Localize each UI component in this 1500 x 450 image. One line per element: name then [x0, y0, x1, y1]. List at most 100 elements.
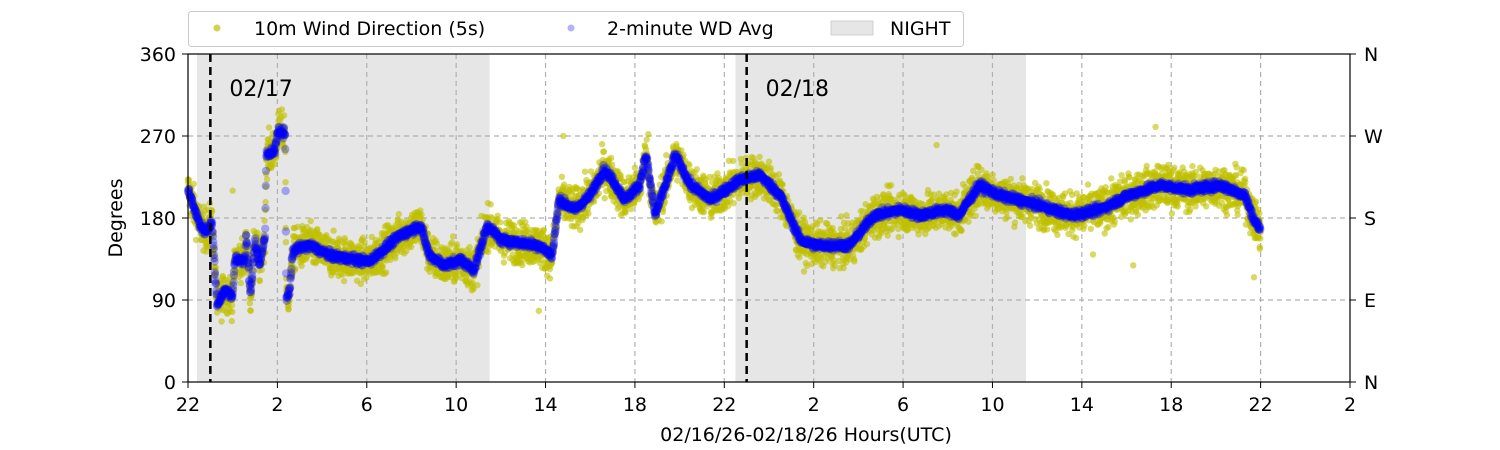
- wd5s-point: [250, 266, 257, 274]
- wd5s-point: [395, 210, 402, 218]
- wd5s-point: [581, 168, 589, 175]
- wd5s-point: [598, 140, 606, 148]
- wd5s-point: [247, 307, 254, 314]
- wd5s-point: [262, 198, 269, 206]
- wd5s-point: [989, 171, 996, 178]
- wd5s-point: [453, 241, 461, 248]
- wd5s-point: [203, 248, 210, 255]
- wd5s-point: [191, 192, 198, 200]
- wd5s-point: [863, 240, 871, 248]
- wd5s-point: [228, 317, 235, 325]
- legend-marker-avg: [567, 24, 575, 32]
- wd5s-point: [796, 254, 803, 261]
- wd5s-point: [800, 268, 808, 275]
- wd5s-point: [218, 318, 225, 325]
- wd5s-point: [558, 173, 566, 180]
- wd5s-point: [211, 245, 218, 252]
- wd5s-point: [230, 274, 238, 282]
- wd5s-point: [1026, 222, 1034, 229]
- wd5s-point: [838, 213, 845, 220]
- wd5s-point: [392, 255, 399, 262]
- wd5s-point: [497, 219, 504, 226]
- wd5s-point: [540, 226, 547, 233]
- grid: [188, 54, 1350, 382]
- wd5s-point: [817, 217, 824, 224]
- wd5s-point: [245, 270, 252, 278]
- wd5s-point: [796, 209, 803, 216]
- wd5s-point: [658, 218, 665, 225]
- wd5s-point: [1081, 222, 1088, 229]
- wd5s-point: [600, 148, 608, 155]
- wd5s-point: [249, 278, 256, 285]
- wd5s-point: [487, 201, 494, 208]
- wd5s-point: [260, 259, 268, 266]
- wd5s-point: [418, 211, 425, 218]
- wd5s-point: [254, 229, 261, 236]
- legend-label-avg: 2-minute WD Avg: [607, 18, 774, 40]
- wd5s-point: [1171, 164, 1178, 171]
- wd5s-point: [546, 275, 554, 282]
- wd5s-point: [330, 227, 337, 234]
- wd5s-point: [307, 217, 314, 225]
- wd5s-point: [779, 181, 786, 188]
- wd5s-point: [585, 210, 592, 217]
- wd5s-point: [262, 170, 270, 178]
- wd5s-point: [262, 183, 269, 190]
- wd5s-point: [237, 279, 245, 287]
- wd5s-point: [229, 291, 236, 298]
- wd5s-point: [1108, 175, 1115, 182]
- wd5s-point: [965, 218, 972, 225]
- wd5s-point: [243, 237, 251, 244]
- legend-marker-wd5s: [213, 24, 221, 32]
- wd5s-point: [192, 236, 200, 244]
- wd5s-point: [230, 286, 237, 293]
- wd5s-point: [229, 296, 236, 303]
- wd5s-point: [185, 176, 192, 183]
- wd5s-point: [494, 212, 501, 219]
- wd5s-point: [228, 302, 236, 309]
- wd5s-point: [196, 203, 203, 210]
- wd5s-point: [730, 157, 737, 165]
- wd5s-point: [1143, 162, 1150, 170]
- wd5s-points: [184, 106, 1264, 325]
- wd5s-point: [278, 106, 286, 113]
- wd5s-point: [1127, 216, 1135, 223]
- wd5s-point: [1003, 214, 1011, 221]
- wd5s-point: [843, 212, 850, 219]
- wd5s-point: [990, 177, 997, 184]
- wd5s-point: [643, 136, 650, 143]
- wd5s-point: [1174, 203, 1181, 210]
- wd5s-point: [282, 179, 289, 186]
- wd5s-point: [730, 200, 737, 207]
- wd5s-point: [607, 154, 615, 162]
- wd5s-point: [1126, 174, 1133, 181]
- wd5s-point: [1087, 225, 1095, 233]
- wd5s-point: [261, 236, 269, 243]
- legend: 10m Wind Direction (5s) 2-minute WD Avg …: [188, 11, 964, 47]
- wd5s-point: [282, 239, 290, 246]
- wd5s-point: [280, 112, 288, 119]
- wd5s-point: [601, 195, 608, 202]
- wd5s-point: [298, 262, 305, 270]
- wd5s-point: [190, 180, 197, 188]
- wd5s-point: [1111, 218, 1118, 225]
- wd5s-point: [340, 277, 348, 285]
- wd5s-point: [1044, 226, 1051, 233]
- wd5s-point: [1007, 175, 1014, 183]
- wd5s-point: [485, 248, 492, 256]
- wd5s-point: [1168, 210, 1176, 217]
- wd5s-point: [361, 238, 368, 246]
- wd5s-point: [265, 124, 273, 131]
- wd5s-point: [622, 209, 629, 216]
- wd5s-point: [700, 209, 708, 216]
- wd5s-point: [500, 259, 507, 266]
- wd5s-point: [1084, 181, 1092, 188]
- wd5s-point: [1165, 161, 1172, 169]
- wd5s-point: [1105, 223, 1112, 231]
- wd5s-point: [408, 243, 415, 251]
- wd5s-point: [851, 258, 858, 265]
- legend-label-wd5s: 10m Wind Direction (5s): [254, 18, 485, 40]
- wd5s-point: [775, 171, 783, 178]
- wd5s-point: [248, 289, 256, 297]
- wd5s-point: [261, 217, 268, 224]
